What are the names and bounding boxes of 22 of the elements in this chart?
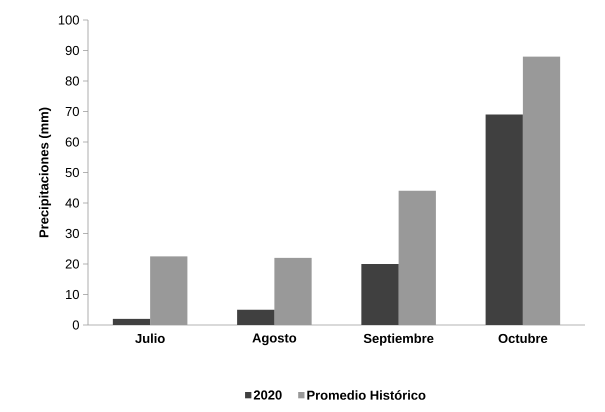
- x-tick-label: Septiembre: [364, 334, 434, 346]
- y-axis-title: Precipitaciones (mm): [38, 108, 52, 238]
- y-tick-label: 60: [66, 137, 79, 147]
- y-tick-label: 40: [65, 198, 79, 208]
- x-tick-label: Agosto: [252, 334, 296, 346]
- y-tick-label: 30: [66, 228, 79, 238]
- x-tick-label: Octubre: [498, 334, 548, 344]
- x-tick-label: Julio: [135, 334, 165, 344]
- bar: [361, 264, 399, 325]
- y-tick-label: 20: [66, 259, 79, 269]
- bar: [112, 318, 150, 325]
- y-tick-label: 0: [72, 320, 79, 330]
- y-tick-label: 100: [58, 15, 79, 25]
- y-tick-label: 50: [66, 168, 79, 178]
- bar: [237, 310, 274, 325]
- y-tick-label: 90: [66, 46, 79, 56]
- y-tick-label: 80: [66, 76, 79, 86]
- bar: [486, 114, 523, 325]
- legend-label: Promedio Histórico: [307, 390, 426, 400]
- y-tick-label: 70: [66, 106, 79, 116]
- y-tick-label: 10: [66, 290, 79, 300]
- legend-label: 2020: [254, 390, 282, 400]
